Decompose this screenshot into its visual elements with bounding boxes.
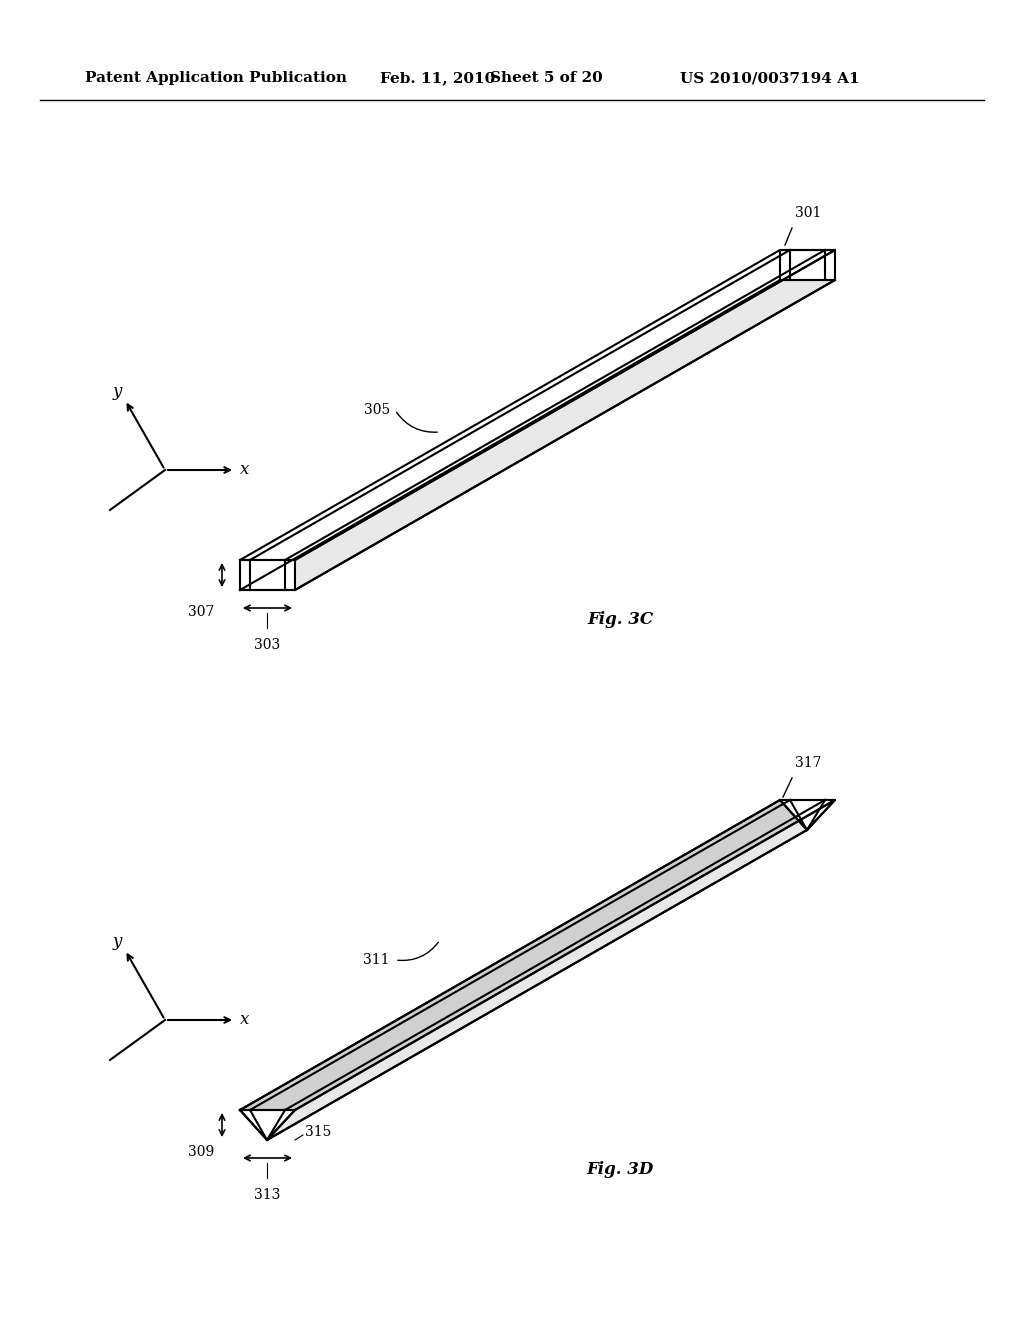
Text: 311: 311 bbox=[364, 953, 390, 968]
Text: Fig. 3C: Fig. 3C bbox=[587, 611, 653, 628]
Polygon shape bbox=[240, 249, 835, 560]
Text: x: x bbox=[240, 1011, 250, 1028]
Polygon shape bbox=[267, 800, 835, 1140]
Text: x: x bbox=[240, 462, 250, 479]
Text: 317: 317 bbox=[795, 756, 821, 770]
Text: 301: 301 bbox=[795, 206, 821, 220]
Polygon shape bbox=[780, 800, 835, 830]
Text: Patent Application Publication: Patent Application Publication bbox=[85, 71, 347, 84]
Text: 307: 307 bbox=[187, 605, 214, 619]
Text: Fig. 3D: Fig. 3D bbox=[587, 1162, 653, 1179]
Text: y: y bbox=[113, 384, 122, 400]
Text: 305: 305 bbox=[364, 403, 390, 417]
Text: 303: 303 bbox=[254, 638, 281, 652]
Text: 313: 313 bbox=[254, 1188, 281, 1203]
Polygon shape bbox=[240, 1110, 295, 1140]
Polygon shape bbox=[240, 560, 295, 590]
Text: y: y bbox=[113, 933, 122, 950]
Text: 309: 309 bbox=[187, 1144, 214, 1159]
Polygon shape bbox=[240, 800, 835, 1110]
Polygon shape bbox=[240, 800, 807, 1140]
Text: 315: 315 bbox=[305, 1125, 332, 1139]
Text: US 2010/0037194 A1: US 2010/0037194 A1 bbox=[680, 71, 859, 84]
Text: Sheet 5 of 20: Sheet 5 of 20 bbox=[490, 71, 603, 84]
Text: Feb. 11, 2010: Feb. 11, 2010 bbox=[380, 71, 496, 84]
Polygon shape bbox=[240, 280, 835, 590]
Polygon shape bbox=[780, 249, 835, 280]
